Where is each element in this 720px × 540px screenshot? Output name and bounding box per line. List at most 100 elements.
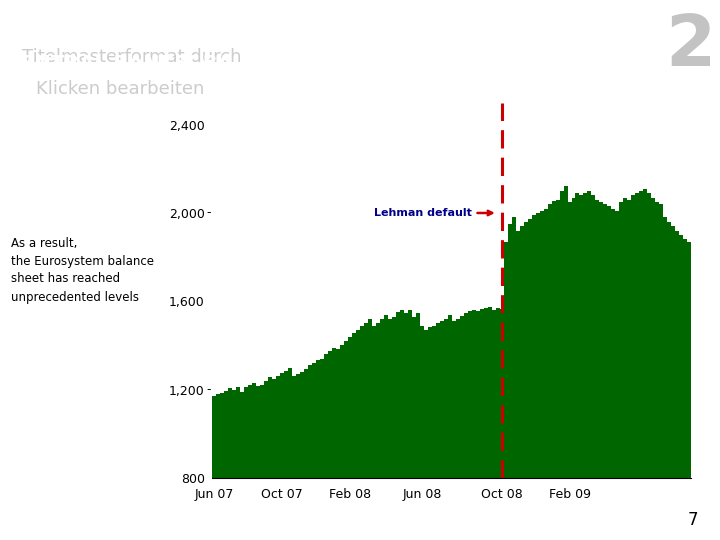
Bar: [495, 308, 500, 540]
Bar: [456, 319, 460, 540]
Bar: [663, 218, 667, 540]
Bar: [340, 346, 344, 540]
Bar: [416, 313, 420, 540]
Bar: [631, 195, 635, 540]
Bar: [683, 239, 687, 540]
Bar: [504, 242, 508, 540]
Bar: [388, 319, 392, 540]
Bar: [464, 313, 468, 540]
Bar: [276, 376, 280, 540]
Bar: [639, 191, 644, 540]
Bar: [671, 226, 675, 540]
Bar: [220, 393, 225, 540]
Bar: [336, 349, 340, 540]
Bar: [252, 383, 256, 540]
Bar: [308, 366, 312, 540]
Bar: [432, 326, 436, 540]
Bar: [380, 319, 384, 540]
Bar: [520, 226, 523, 540]
Bar: [400, 310, 404, 540]
Bar: [487, 307, 492, 540]
Bar: [233, 389, 236, 540]
Bar: [492, 310, 495, 540]
Bar: [512, 218, 516, 540]
Bar: [655, 202, 660, 540]
Bar: [364, 323, 368, 540]
Bar: [244, 387, 248, 540]
Bar: [667, 222, 671, 540]
Bar: [344, 341, 348, 540]
Bar: [468, 311, 472, 540]
Bar: [376, 323, 380, 540]
Bar: [404, 313, 408, 540]
Bar: [284, 371, 288, 540]
Bar: [348, 336, 352, 540]
Bar: [360, 326, 364, 540]
Bar: [484, 308, 487, 540]
Bar: [444, 319, 448, 540]
Bar: [531, 215, 536, 540]
Bar: [660, 204, 663, 540]
Text: Klicken bearbeiten: Klicken bearbeiten: [36, 80, 204, 98]
Bar: [600, 202, 603, 540]
Bar: [332, 348, 336, 540]
Text: As a result,
the Eurosystem balance
sheet has reached
unprecedented levels: As a result, the Eurosystem balance shee…: [11, 237, 154, 303]
Bar: [352, 333, 356, 540]
Bar: [424, 330, 428, 540]
Bar: [476, 311, 480, 540]
Bar: [264, 381, 269, 540]
Bar: [591, 195, 595, 540]
Bar: [236, 387, 240, 540]
Bar: [556, 200, 559, 540]
Text: -: -: [206, 206, 210, 219]
Bar: [420, 326, 424, 540]
Bar: [392, 317, 396, 540]
Bar: [675, 231, 679, 540]
Bar: [583, 193, 588, 540]
Bar: [312, 363, 316, 540]
Text: 7: 7: [688, 511, 698, 529]
Bar: [261, 385, 264, 540]
Bar: [523, 222, 528, 540]
Bar: [516, 231, 520, 540]
Bar: [212, 396, 217, 540]
Text: 2: 2: [666, 12, 716, 81]
Bar: [396, 312, 400, 540]
Bar: [624, 198, 627, 540]
Bar: [687, 242, 691, 540]
Bar: [679, 235, 683, 540]
Bar: [552, 201, 556, 540]
Bar: [603, 204, 608, 540]
Text: Lehman default: Lehman default: [374, 208, 492, 218]
Bar: [368, 319, 372, 540]
Bar: [288, 368, 292, 540]
Bar: [536, 213, 539, 540]
Bar: [588, 191, 591, 540]
Bar: [547, 204, 552, 540]
Text: -: -: [206, 383, 210, 396]
Bar: [408, 310, 412, 540]
Bar: [320, 359, 324, 540]
Bar: [292, 376, 296, 540]
Bar: [428, 327, 432, 540]
Bar: [272, 379, 276, 540]
Text: Titelmasterformat durch: Titelmasterformat durch: [22, 48, 241, 66]
Bar: [460, 316, 464, 540]
Bar: [528, 219, 531, 540]
Bar: [304, 369, 308, 540]
Bar: [412, 317, 416, 540]
Bar: [316, 360, 320, 540]
Bar: [217, 394, 220, 540]
Bar: [452, 321, 456, 540]
Bar: [647, 193, 652, 540]
Bar: [372, 326, 376, 540]
Bar: [635, 193, 639, 540]
Bar: [280, 373, 284, 540]
Bar: [328, 351, 332, 540]
Bar: [567, 202, 572, 540]
Bar: [225, 391, 228, 540]
Text: THE EUROSYSTEM'S
PAYMENT SYSTEM: THE EUROSYSTEM'S PAYMENT SYSTEM: [621, 76, 675, 86]
Bar: [608, 206, 611, 540]
Bar: [644, 188, 647, 540]
Bar: [324, 354, 328, 540]
